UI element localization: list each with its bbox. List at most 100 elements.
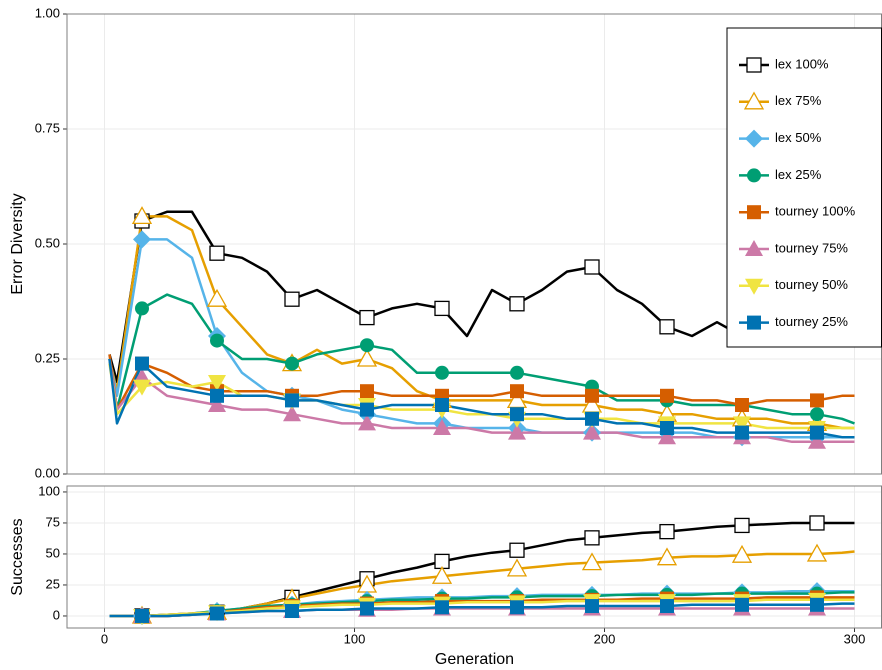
marker (358, 414, 376, 431)
marker (431, 565, 453, 584)
marker (285, 604, 299, 619)
x-tick-label: 0 (101, 631, 108, 646)
marker (584, 530, 600, 546)
marker (585, 388, 599, 403)
marker (743, 91, 765, 110)
marker (656, 547, 678, 566)
legend-label: lex 100% (775, 56, 829, 71)
x-axis-label: Generation (435, 651, 514, 668)
y-tick-label: 100 (38, 483, 60, 498)
legend-label: lex 25% (775, 167, 822, 182)
legend-label: tourney 50% (775, 277, 848, 292)
marker (735, 398, 749, 412)
marker (135, 356, 149, 371)
legend-label: tourney 25% (775, 314, 848, 329)
marker (510, 384, 524, 399)
marker (359, 309, 375, 326)
marker (508, 423, 526, 440)
marker (660, 599, 674, 614)
series-group (108, 206, 855, 449)
marker (810, 425, 824, 440)
marker (747, 315, 761, 330)
y-tick-label: 25 (46, 576, 60, 591)
marker (735, 597, 749, 612)
marker (660, 388, 674, 403)
marker (210, 388, 224, 403)
marker (659, 523, 675, 540)
marker (731, 544, 753, 563)
y-tick-label: 0 (53, 607, 60, 622)
marker (810, 407, 824, 422)
y-axis-label: Successes (9, 518, 26, 595)
marker (747, 205, 761, 220)
marker (810, 393, 824, 408)
marker (435, 398, 449, 412)
y-tick-label: 75 (46, 514, 60, 529)
marker (131, 206, 153, 225)
marker (509, 296, 525, 312)
marker (745, 278, 763, 295)
marker (808, 432, 826, 449)
marker (733, 416, 751, 433)
marker (210, 333, 224, 348)
marker (745, 240, 763, 256)
marker (734, 517, 750, 534)
legend-label: tourney 100% (775, 204, 856, 219)
y-tick-label: 1.00 (35, 5, 60, 20)
marker (434, 300, 450, 317)
marker (360, 384, 374, 399)
marker (584, 259, 600, 275)
marker (510, 407, 524, 422)
marker (585, 599, 599, 614)
marker (135, 608, 149, 623)
marker (360, 402, 374, 417)
marker (283, 405, 301, 422)
marker (360, 601, 374, 616)
marker (284, 291, 300, 307)
marker (433, 419, 451, 435)
marker (206, 288, 228, 307)
marker (135, 301, 149, 316)
marker (435, 365, 449, 380)
legend-label: lex 50% (775, 130, 822, 145)
marker (745, 129, 763, 148)
marker (660, 421, 674, 435)
marker (356, 348, 378, 367)
legend-box (726, 27, 882, 348)
x-tick-label: 100 (344, 631, 366, 646)
x-tick-label: 200 (594, 631, 616, 646)
marker (506, 558, 528, 577)
marker (510, 365, 524, 380)
marker (435, 600, 449, 615)
marker (208, 396, 226, 412)
marker (285, 393, 299, 408)
marker (581, 552, 603, 571)
marker (510, 600, 524, 615)
series-group (109, 515, 855, 625)
y-axis-label: Error Diversity (9, 193, 26, 294)
marker (210, 606, 224, 621)
marker (208, 375, 226, 391)
marker (658, 428, 676, 445)
marker (806, 543, 828, 562)
marker (735, 425, 749, 440)
marker (133, 230, 151, 249)
x-tick-label: 300 (844, 631, 866, 646)
y-tick-label: 0.25 (35, 350, 60, 365)
marker (747, 168, 761, 183)
marker (810, 597, 824, 612)
y-tick-label: 50 (46, 545, 60, 560)
y-tick-label: 0.00 (35, 465, 60, 480)
marker (209, 245, 225, 261)
legend-label: tourney 75% (775, 240, 848, 255)
marker (809, 515, 825, 531)
marker (585, 411, 599, 426)
y-tick-label: 0.75 (35, 120, 60, 135)
marker (360, 338, 374, 353)
marker (509, 542, 525, 558)
marker (133, 379, 151, 396)
y-tick-label: 0.50 (35, 235, 60, 250)
marker (746, 57, 762, 73)
legend-label: lex 75% (775, 93, 822, 108)
